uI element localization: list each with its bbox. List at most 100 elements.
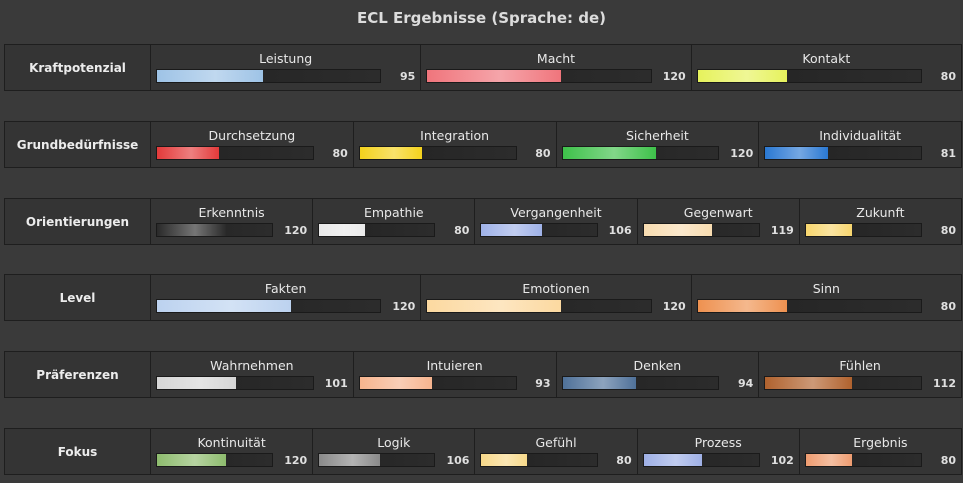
progress-bar-fill [427, 70, 562, 82]
metric-gegenwart: Gegenwart 119 [638, 199, 800, 244]
progress-bar [764, 376, 922, 390]
metric-value: 80 [616, 453, 632, 467]
row-label: Orientierungen [5, 199, 151, 244]
row-cells: Durchsetzung 80 Integration 80 Sicherheit 120… [151, 122, 961, 167]
progress-bar [696, 299, 922, 313]
metric-value: 120 [662, 299, 686, 313]
progress-bar [156, 453, 274, 467]
progress-bar-fill [697, 70, 787, 82]
progress-bar [561, 146, 720, 160]
progress-bar-fill [157, 454, 227, 466]
metric-leistung: Leistung 95 [151, 45, 422, 90]
metric-kontakt: Kontakt 80 [692, 45, 961, 90]
metric-bar-line: 80 [804, 452, 957, 468]
row-kraftpotenzial: Kraftpotenzial Leistung 95 Macht 120 Kontakt 8… [4, 44, 962, 91]
metric-label: Fakten [264, 281, 307, 296]
metric-value: 119 [770, 223, 794, 237]
progress-bar [426, 69, 652, 83]
metric-value: 120 [284, 453, 308, 467]
progress-bar [764, 146, 922, 160]
progress-bar-fill [643, 224, 713, 236]
metric-value: 102 [770, 453, 794, 467]
progress-bar [156, 299, 382, 313]
row-grundbedurfnisse: Grundbedürfnisse Durchsetzung 80 Integratio… [4, 121, 962, 168]
metric-value: 120 [730, 146, 754, 160]
metric-bar-line: 120 [156, 298, 415, 314]
metric-sinn: Sinn 80 [692, 275, 961, 320]
progress-bar-fill [157, 300, 291, 312]
metric-label: Empathie [363, 205, 424, 220]
metric-fuhlen: Fühlen 112 [759, 352, 961, 397]
progress-bar-fill [319, 224, 366, 236]
metric-label: Gegenwart [683, 205, 753, 220]
progress-bar [804, 223, 923, 237]
row-label: Präferenzen [5, 352, 151, 397]
metric-fakten: Fakten 120 [151, 275, 422, 320]
metric-label: Logik [377, 435, 411, 450]
metric-kontinuitat: Kontinuität 120 [151, 429, 314, 474]
row-fokus: Fokus Kontinuität 120 Logik 106 Gefühl 80 Proze… [4, 428, 962, 475]
metric-value: 80 [940, 453, 957, 467]
metric-label: Individualität [819, 128, 902, 143]
progress-bar-fill [643, 454, 703, 466]
metric-value: 101 [324, 376, 348, 390]
metric-value: 112 [933, 376, 956, 390]
metric-emotionen: Emotionen 120 [421, 275, 692, 320]
metric-value: 80 [940, 223, 957, 237]
metric-macht: Macht 120 [421, 45, 692, 90]
progress-bar-fill [157, 70, 264, 82]
metric-bar-line: 80 [696, 298, 956, 314]
progress-bar-fill [481, 454, 528, 466]
progress-bar-fill [157, 147, 220, 159]
progress-bar [358, 376, 517, 390]
row-praferenzen: Präferenzen Wahrnehmen 101 Intuieren 93 Denke… [4, 351, 962, 398]
progress-bar [561, 376, 720, 390]
metric-empathie: Empathie 80 [313, 199, 476, 244]
metric-label: Ergebnis [853, 435, 908, 450]
metric-prozess: Prozess 102 [638, 429, 800, 474]
metric-bar-line: 106 [480, 222, 632, 238]
progress-bar-fill [805, 224, 852, 236]
metric-denken: Denken 94 [557, 352, 760, 397]
metric-label: Gefühl [535, 435, 577, 450]
row-label: Fokus [5, 429, 151, 474]
row-cells: Kontinuität 120 Logik 106 Gefühl 80 Prozess 102… [151, 429, 961, 474]
row-label: Level [5, 275, 151, 320]
progress-bar-fill [359, 377, 433, 389]
metric-label: Erkenntnis [198, 205, 265, 220]
progress-bar [156, 69, 382, 83]
progress-bar [318, 453, 436, 467]
metric-value: 80 [940, 69, 956, 83]
progress-bar-fill [562, 377, 636, 389]
progress-bar-fill [562, 147, 656, 159]
metric-value: 120 [392, 299, 416, 313]
metric-bar-line: 80 [804, 222, 957, 238]
metric-bar-line: 94 [561, 375, 753, 391]
metric-bar-line: 93 [358, 375, 551, 391]
progress-bar [642, 223, 760, 237]
metric-label: Kontinuität [197, 435, 266, 450]
progress-bar-fill [427, 300, 562, 312]
progress-bar [318, 223, 436, 237]
row-orientierungen: Orientierungen Erkenntnis 120 Empathie 80 Ver… [4, 198, 962, 245]
metric-value: 120 [662, 69, 686, 83]
metric-label: Kontakt [802, 51, 851, 66]
metric-value: 95 [400, 69, 416, 83]
metric-label: Fühlen [839, 358, 881, 373]
metric-bar-line: 80 [696, 68, 956, 84]
metric-bar-line: 120 [426, 68, 686, 84]
metric-value: 106 [608, 223, 632, 237]
progress-bar [642, 453, 760, 467]
metric-gefuhl: Gefühl 80 [475, 429, 638, 474]
progress-bar-fill [765, 147, 829, 159]
progress-bar-fill [481, 224, 543, 236]
metric-label: Sinn [812, 281, 840, 296]
row-label: Grundbedürfnisse [5, 122, 151, 167]
metric-wahrnehmen: Wahrnehmen 101 [151, 352, 354, 397]
progress-bar [358, 146, 517, 160]
progress-bar-fill [157, 377, 236, 389]
metric-label: Sicherheit [625, 128, 689, 143]
metric-label: Emotionen [522, 281, 590, 296]
metric-zukunft: Zukunft 80 [800, 199, 961, 244]
metric-value: 93 [535, 376, 551, 390]
